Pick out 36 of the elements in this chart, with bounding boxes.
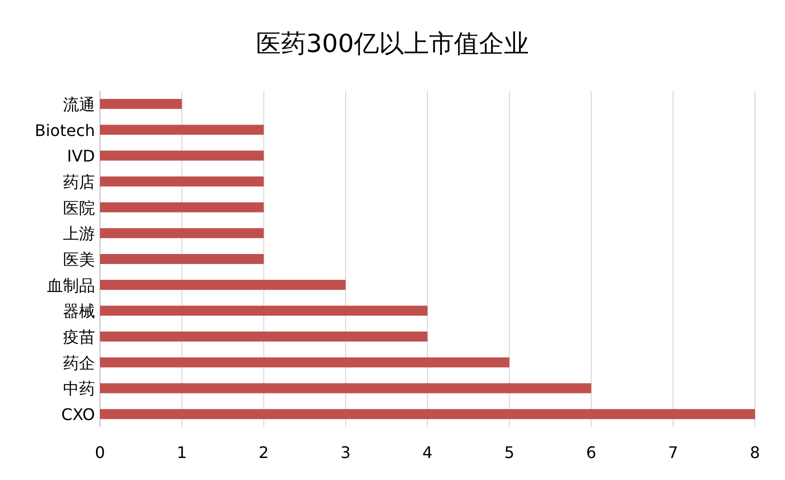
y-tick-label: CXO	[61, 405, 95, 424]
x-tick-label: 3	[340, 443, 351, 462]
x-tick-label: 8	[750, 443, 760, 462]
y-tick-label: 医美	[63, 250, 95, 269]
y-tick-label: 上游	[63, 224, 95, 244]
y-tick-label: 血制品	[47, 276, 95, 295]
y-tick-label: IVD	[67, 146, 95, 166]
bar	[100, 228, 264, 238]
bar	[100, 306, 428, 316]
bar	[100, 357, 510, 368]
x-tick-label: 0	[94, 443, 106, 462]
y-tick-label: 医院	[63, 198, 95, 218]
y-tick-label: 疫苗	[63, 328, 95, 347]
x-tick-label: 2	[258, 443, 269, 462]
bar	[100, 98, 182, 109]
x-tick-label: 4	[422, 443, 433, 462]
bar	[100, 383, 592, 394]
y-tick-label: 药企	[63, 353, 95, 372]
bar	[100, 150, 264, 161]
y-tick-label: 流通	[63, 94, 95, 114]
y-tick-label: 中药	[63, 379, 95, 398]
bar	[100, 409, 755, 420]
x-tick-label: 5	[504, 443, 514, 462]
bar	[100, 254, 264, 264]
bar	[100, 202, 264, 212]
bar	[100, 332, 428, 342]
bar	[100, 124, 264, 135]
chart-title: 医药300亿以上市值企业	[256, 29, 529, 58]
y-tick-label: 药店	[63, 172, 95, 192]
x-tick-label: 7	[668, 443, 678, 462]
y-tick-label: 器械	[63, 302, 95, 321]
x-tick-label: 1	[176, 443, 187, 462]
bar	[100, 176, 264, 186]
y-tick-label: Biotech	[34, 120, 95, 140]
bar	[100, 280, 346, 290]
x-tick-label: 6	[586, 443, 596, 462]
